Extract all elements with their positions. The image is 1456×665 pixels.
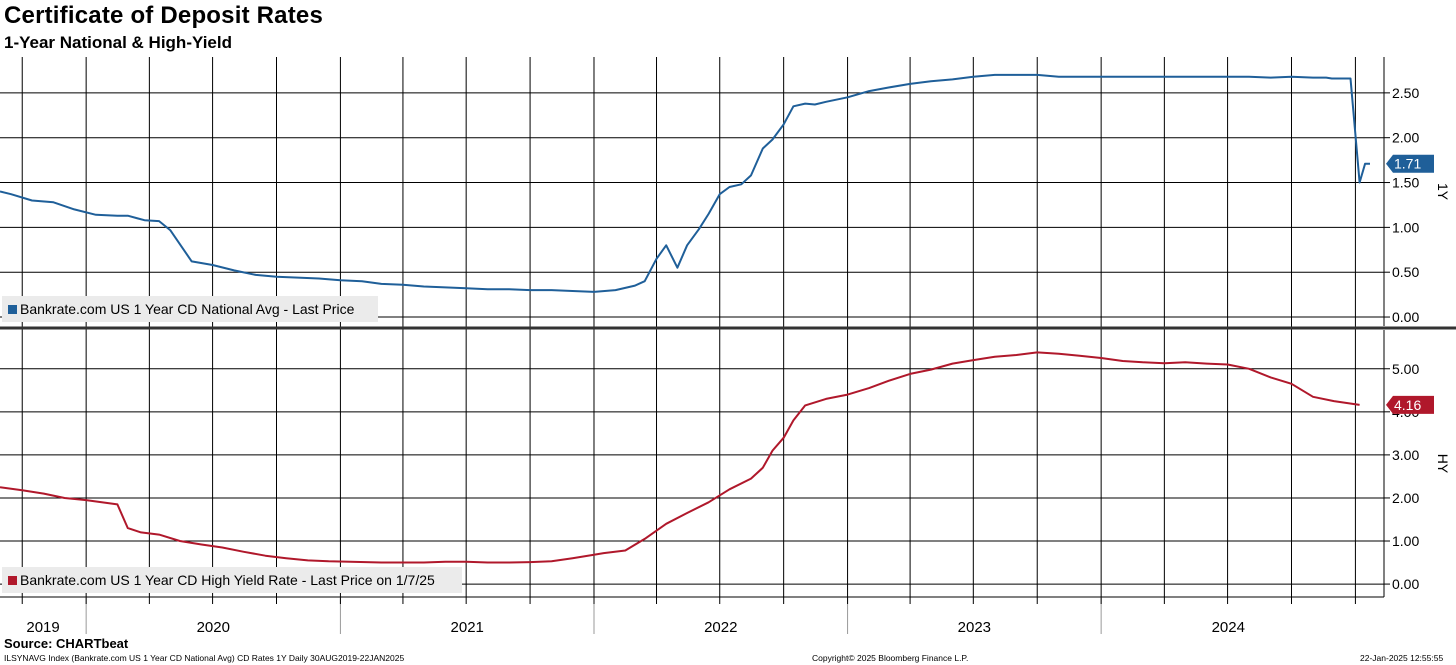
panel-label: 1Y [1435, 183, 1451, 201]
legend-box [2, 296, 378, 322]
legend-label: Bankrate.com US 1 Year CD High Yield Rat… [20, 572, 435, 588]
series-layer [0, 73, 1370, 564]
series-line [0, 351, 1360, 564]
panel-label: HY [1435, 454, 1451, 474]
last-value-tag [1386, 395, 1434, 414]
x-year-label: 2019 [26, 619, 59, 636]
legend-box [2, 567, 462, 593]
footer-copyright: Copyright© 2025 Bloomberg Finance L.P. [812, 653, 969, 663]
x-year-label: 2023 [958, 619, 991, 636]
last-value-tag [1386, 154, 1434, 173]
y-tick-label: 1.00 [1392, 219, 1419, 235]
y-tick-label: 1.00 [1392, 533, 1419, 549]
y-tick-label: 2.00 [1392, 130, 1419, 146]
y-tick-label: 0.00 [1392, 309, 1419, 325]
y-tick-label: 2.50 [1392, 85, 1419, 101]
y-tick-label: 0.50 [1392, 264, 1419, 280]
x-year-label: 2021 [451, 619, 484, 636]
footer-index-info: ILSYNAVG Index (Bankrate.com US 1 Year C… [4, 653, 405, 663]
x-year-label: 2020 [197, 619, 230, 636]
series-line [0, 73, 1370, 293]
legend-label: Bankrate.com US 1 Year CD National Avg -… [20, 301, 355, 317]
y-tick-label: 2.00 [1392, 490, 1419, 506]
legend-swatch [8, 576, 17, 585]
last-value-label: 1.71 [1394, 156, 1421, 172]
chart-subtitle: 1-Year National & High-Yield [4, 33, 232, 52]
last-value-label: 4.16 [1394, 397, 1421, 413]
y-tick-label: 1.50 [1392, 175, 1419, 191]
axis-layer: 0.00 0.50 1.00 1.50 2.00 2.50 1.71 1Y 0.00 1.00 2.… [0, 57, 1451, 636]
source-note: Source: CHARTbeat [4, 636, 129, 651]
y-tick-label: 5.00 [1392, 361, 1419, 377]
footer-timestamp: 22-Jan-2025 12:55:55 [1360, 653, 1444, 663]
x-year-label: 2022 [704, 619, 737, 636]
y-tick-label: 0.00 [1392, 576, 1419, 592]
y-tick-label: 3.00 [1392, 447, 1419, 463]
chart-title: Certificate of Deposit Rates [4, 2, 324, 29]
legend-swatch [8, 305, 17, 314]
x-year-label: 2024 [1212, 619, 1245, 636]
grid-layer [0, 57, 1456, 597]
legend-layer: Bankrate.com US 1 Year CD National Avg -… [2, 296, 462, 593]
